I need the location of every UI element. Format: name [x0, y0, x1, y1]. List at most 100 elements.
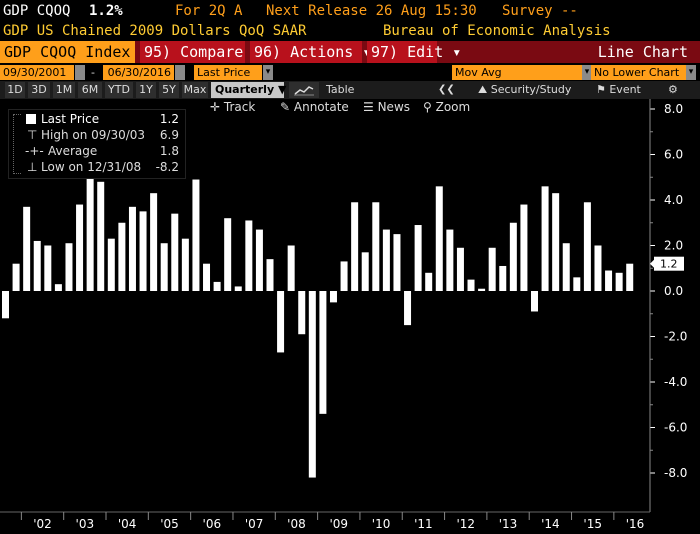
bar-2003Q2: [76, 204, 84, 291]
mov-avg-select[interactable]: Mov Avg: [452, 65, 582, 80]
bar-2009Q3: [340, 261, 348, 291]
pencil-icon: ✎: [280, 100, 294, 114]
lower-chart-select[interactable]: No Lower Chart: [591, 65, 686, 80]
rewind-button[interactable]: ❮❮: [438, 84, 455, 95]
actions-button[interactable]: 96) Actions ▾: [250, 41, 371, 63]
y-tick-label: 6.0: [664, 148, 683, 162]
description-row: GDP US Chained 2009 Dollars QoQ SAAR Bur…: [0, 21, 700, 41]
bar-2006Q4: [224, 218, 232, 291]
period-1y[interactable]: 1Y: [136, 82, 156, 98]
end-date-calendar-icon[interactable]: [175, 65, 185, 80]
bar-2007Q4: [266, 259, 274, 291]
high-marker-icon: ⊤: [27, 128, 38, 142]
y-tick-label: 8.0: [664, 102, 683, 116]
news-button[interactable]: ☰ News: [363, 100, 410, 114]
y-tick-label: 2.0: [664, 239, 683, 253]
annotate-button[interactable]: ✎ Annotate: [280, 100, 349, 114]
period-ytd[interactable]: YTD: [105, 82, 133, 98]
bar-2006Q2: [203, 263, 211, 291]
period-max[interactable]: Max: [182, 82, 208, 98]
legend-high: ⊤ High on 09/30/03 6.9: [9, 127, 185, 143]
news-icon: ☰: [363, 100, 378, 114]
bar-2011Q2: [414, 225, 422, 291]
bar-2014Q1: [531, 291, 538, 312]
settings-gear-icon[interactable]: ⚙: [668, 83, 678, 96]
track-button[interactable]: ✛ Track: [210, 100, 255, 114]
event-button[interactable]: ⚑ Event: [596, 82, 641, 98]
period-1m[interactable]: 1M: [53, 82, 75, 98]
bar-2014Q2: [541, 186, 549, 291]
y-tick-label: -2.0: [664, 330, 687, 344]
x-year-label: '09: [329, 517, 348, 531]
x-year-label: '13: [499, 517, 518, 531]
bar-2013Q4: [520, 204, 528, 291]
track-label: Track: [223, 100, 256, 114]
bar-2013Q2: [499, 265, 507, 291]
bar-2008Q4: [308, 291, 316, 478]
legend-last-price: Last Price 1.2: [9, 111, 185, 127]
bar-2016Q2: [626, 263, 634, 291]
end-date-field[interactable]: 06/30/2016: [103, 65, 174, 80]
mov-avg-chevron-icon[interactable]: ▾: [582, 65, 592, 80]
period-6m[interactable]: 6M: [78, 82, 102, 98]
bar-2004Q2: [118, 222, 126, 291]
ticker-for-label: For 2Q A: [175, 3, 243, 19]
chart-legend: Last Price 1.2 ⊤ High on 09/30/03 6.9 -+…: [8, 109, 186, 179]
bar-2011Q3: [425, 272, 433, 291]
security-study-button[interactable]: ⛰ Security/Study: [478, 82, 571, 98]
period-1d[interactable]: 1D: [5, 82, 25, 98]
date-row: 09/30/2001 - 06/30/2016 Last Price ▾ Mov…: [0, 63, 700, 81]
chart-area[interactable]: 8.0 6.0 4.0 2.0 0.0 -2.0 -4.0 -6.0 -8.0 1.2 '02 '03…: [0, 99, 700, 534]
bar-2004Q1: [107, 238, 115, 291]
bar-2010Q3: [382, 229, 390, 291]
bar-2008Q3: [298, 291, 306, 335]
lower-chart-chevron-icon[interactable]: ▾: [686, 65, 696, 80]
bar-2012Q3: [467, 279, 475, 291]
start-date-calendar-icon[interactable]: [75, 65, 85, 80]
bar-2012Q2: [456, 247, 464, 291]
ticker-next-release: Next Release 26 Aug 15:30: [266, 3, 477, 19]
bar-2002Q4: [54, 284, 62, 291]
last-value-pointer: [650, 258, 655, 269]
bar-2005Q3: [171, 213, 179, 291]
edit-button[interactable]: 97) Edit ▾: [367, 41, 461, 63]
zoom-button[interactable]: ⚲ Zoom: [423, 100, 470, 114]
y-tick-label: -4.0: [664, 375, 687, 389]
period-5y[interactable]: 5Y: [159, 82, 179, 98]
field-select-chevron-icon[interactable]: ▾: [263, 65, 273, 80]
y-tick-label: 4.0: [664, 193, 683, 207]
bar-2012Q4: [478, 288, 486, 291]
bar-2006Q1: [192, 179, 200, 291]
bar-2008Q1: [277, 291, 285, 353]
legend-high-value: 6.9: [159, 128, 179, 142]
security-field[interactable]: GDP CQOQ Index: [0, 41, 135, 63]
bar-2003Q1: [65, 243, 73, 291]
x-year-label: '02: [33, 517, 52, 531]
bar-2015Q1: [573, 277, 581, 291]
security-study-icon: ⛰: [478, 83, 491, 96]
period-row: 1D 3D 1M 6M YTD 1Y 5Y Max Quarterly ▼ Ta…: [0, 81, 700, 99]
ticker-survey: Survey --: [502, 3, 578, 19]
bar-2010Q2: [372, 202, 380, 291]
x-year-label: '03: [76, 517, 95, 531]
ticker-last: 1.2%: [89, 3, 123, 19]
field-select[interactable]: Last Price: [194, 65, 262, 80]
period-3d[interactable]: 3D: [28, 82, 50, 98]
bar-2013Q1: [488, 247, 496, 291]
bar-2012Q1: [446, 229, 454, 291]
news-label: News: [377, 100, 411, 114]
bar-2014Q3: [552, 193, 560, 291]
start-date-field[interactable]: 09/30/2001: [0, 65, 74, 80]
bar-2008Q2: [287, 245, 295, 291]
x-year-label: '10: [372, 517, 391, 531]
legend-collapse-bracket[interactable]: [13, 114, 21, 174]
chart-type-label[interactable]: Line Chart: [597, 43, 688, 61]
frequency-select[interactable]: Quarterly ▼: [211, 82, 286, 98]
legend-average-value: 1.8: [159, 144, 179, 158]
bar-2001Q3: [2, 291, 9, 319]
table-button[interactable]: Table: [326, 83, 355, 96]
line-chart-icon[interactable]: [289, 82, 319, 98]
compare-button[interactable]: 95) Compare: [140, 41, 245, 63]
bar-2005Q1: [150, 193, 158, 291]
bar-2016Q1: [615, 272, 623, 291]
